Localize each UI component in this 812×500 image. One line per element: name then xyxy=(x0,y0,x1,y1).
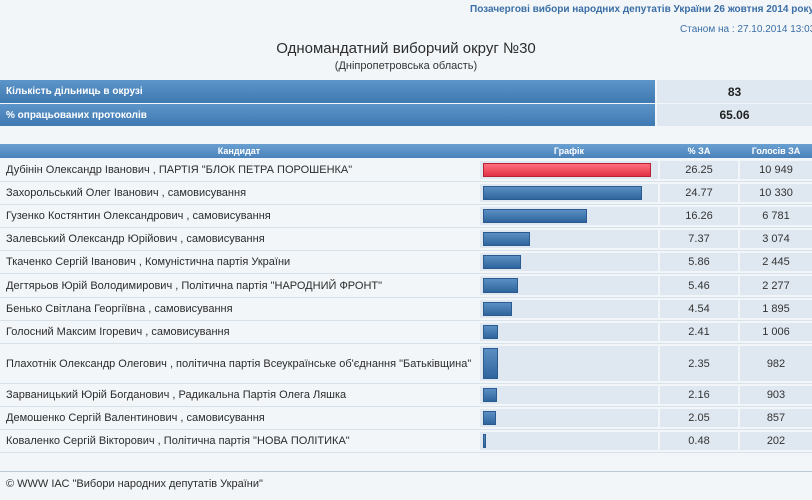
percent-value: 0.48 xyxy=(660,432,738,450)
votes-value: 2 445 xyxy=(740,253,812,271)
stations-count-label: Кількість дільниць в окрузі xyxy=(0,80,655,103)
candidate-name: Гузенко Костянтин Олександрович , самови… xyxy=(6,210,271,222)
table-row: Демошенко Сергій Валентинович , самовису… xyxy=(0,407,812,430)
votes-value: 202 xyxy=(740,432,812,450)
column-header-votes[interactable]: Голосів ЗА xyxy=(751,146,801,156)
processed-protocols-value: 65.06 xyxy=(657,104,812,126)
column-header-percent[interactable]: % ЗА xyxy=(687,146,711,156)
percent-value: 2.35 xyxy=(660,346,738,381)
graph-cell xyxy=(480,161,658,179)
percent-value: 2.16 xyxy=(660,386,738,404)
election-title: Позачергові вибори народних депутатів Ук… xyxy=(470,4,812,15)
vote-share-bar xyxy=(483,163,651,177)
votes-value: 10 949 xyxy=(740,161,812,179)
vote-share-bar xyxy=(483,278,518,293)
vote-share-bar xyxy=(483,186,642,200)
table-row: Бенько Світлана Георгіївна , самовисуван… xyxy=(0,298,812,321)
percent-value: 26.25 xyxy=(660,161,738,179)
vote-share-bar xyxy=(483,255,521,269)
votes-value: 857 xyxy=(740,409,812,427)
percent-value: 5.46 xyxy=(660,276,738,295)
table-row: Зарваницький Юрій Богданович , Радикальн… xyxy=(0,384,812,407)
column-header-candidate[interactable]: Кандидат xyxy=(217,146,261,156)
table-row: Гузенко Костянтин Олександрович , самови… xyxy=(0,205,812,228)
stations-count-row: Кількість дільниць в окрузі 83 xyxy=(0,80,812,103)
vote-share-bar xyxy=(483,348,498,379)
candidate-name: Голосний Максим Ігоревич , самовисування xyxy=(6,326,230,338)
percent-value: 2.05 xyxy=(660,409,738,427)
candidate-name: Дегтярьов Юрій Володимирович , Політична… xyxy=(6,279,383,292)
candidate-name: Плахотнік Олександр Олегович , політична… xyxy=(6,357,472,370)
table-row: Залевський Олександр Юрійович , самовису… xyxy=(0,228,812,251)
district-title: Одномандатний виборчий округ №30 xyxy=(276,40,536,57)
graph-cell xyxy=(480,276,658,295)
table-row: Дегтярьов Юрій Володимирович , Політична… xyxy=(0,274,812,298)
vote-share-bar xyxy=(483,434,486,448)
candidate-name: Ткаченко Сергій Іванович , Комуністична … xyxy=(6,256,291,268)
percent-value: 7.37 xyxy=(660,230,738,248)
graph-cell xyxy=(480,300,658,318)
candidate-name: Захорольський Олег Іванович , самовисува… xyxy=(6,187,247,199)
votes-value: 982 xyxy=(740,346,812,381)
percent-value: 4.54 xyxy=(660,300,738,318)
footer-copyright: © WWW ІАС "Вибори народних депутатів Укр… xyxy=(0,471,812,495)
district-region: (Дніпропетровська область) xyxy=(334,60,478,72)
graph-cell xyxy=(480,346,658,381)
vote-share-bar xyxy=(483,388,497,402)
results-table-header: Кандидат Графік % ЗА Голосів ЗА xyxy=(0,144,812,158)
graph-cell xyxy=(480,230,658,248)
processed-protocols-label: % опрацьованих протоколів xyxy=(0,104,655,126)
vote-share-bar xyxy=(483,325,498,339)
vote-share-bar xyxy=(483,411,496,425)
votes-value: 6 781 xyxy=(740,207,812,225)
table-row: Коваленко Сергій Вікторович , Політична … xyxy=(0,430,812,453)
votes-value: 2 277 xyxy=(740,276,812,295)
stations-count-value: 83 xyxy=(657,80,812,103)
votes-value: 10 330 xyxy=(740,184,812,202)
candidate-name: Зарваницький Юрій Богданович , Радикальн… xyxy=(6,389,347,401)
table-row: Ткаченко Сергій Іванович , Комуністична … xyxy=(0,251,812,274)
graph-cell xyxy=(480,323,658,341)
votes-value: 903 xyxy=(740,386,812,404)
votes-value: 1 895 xyxy=(740,300,812,318)
graph-cell xyxy=(480,184,658,202)
percent-value: 2.41 xyxy=(660,323,738,341)
table-row: Захорольський Олег Іванович , самовисува… xyxy=(0,182,812,205)
column-header-graph: Графік xyxy=(553,146,585,156)
percent-value: 24.77 xyxy=(660,184,738,202)
candidate-name: Демошенко Сергій Валентинович , самовису… xyxy=(6,412,265,424)
votes-value: 3 074 xyxy=(740,230,812,248)
graph-cell xyxy=(480,253,658,271)
graph-cell xyxy=(480,409,658,427)
candidate-name: Коваленко Сергій Вікторович , Політична … xyxy=(6,435,350,447)
vote-share-bar xyxy=(483,302,512,316)
table-row: Дубінін Олександр Іванович , ПАРТІЯ "БЛО… xyxy=(0,159,812,182)
percent-value: 16.26 xyxy=(660,207,738,225)
vote-share-bar xyxy=(483,232,530,246)
candidate-name: Дубінін Олександр Іванович , ПАРТІЯ "БЛО… xyxy=(6,164,353,176)
table-row: Голосний Максим Ігоревич , самовисування… xyxy=(0,321,812,344)
vote-share-bar xyxy=(483,209,587,223)
candidate-name: Залевський Олександр Юрійович , самовису… xyxy=(6,233,265,245)
table-row: Плахотнік Олександр Олегович , політична… xyxy=(0,344,812,384)
graph-cell xyxy=(480,386,658,404)
processed-protocols-row: % опрацьованих протоколів 65.06 xyxy=(0,104,812,126)
status-date: Станом на : 27.10.2014 13:03:5 xyxy=(680,24,812,35)
votes-value: 1 006 xyxy=(740,323,812,341)
graph-cell xyxy=(480,432,658,450)
graph-cell xyxy=(480,207,658,225)
candidate-name: Бенько Світлана Георгіївна , самовисуван… xyxy=(6,303,233,315)
percent-value: 5.86 xyxy=(660,253,738,271)
